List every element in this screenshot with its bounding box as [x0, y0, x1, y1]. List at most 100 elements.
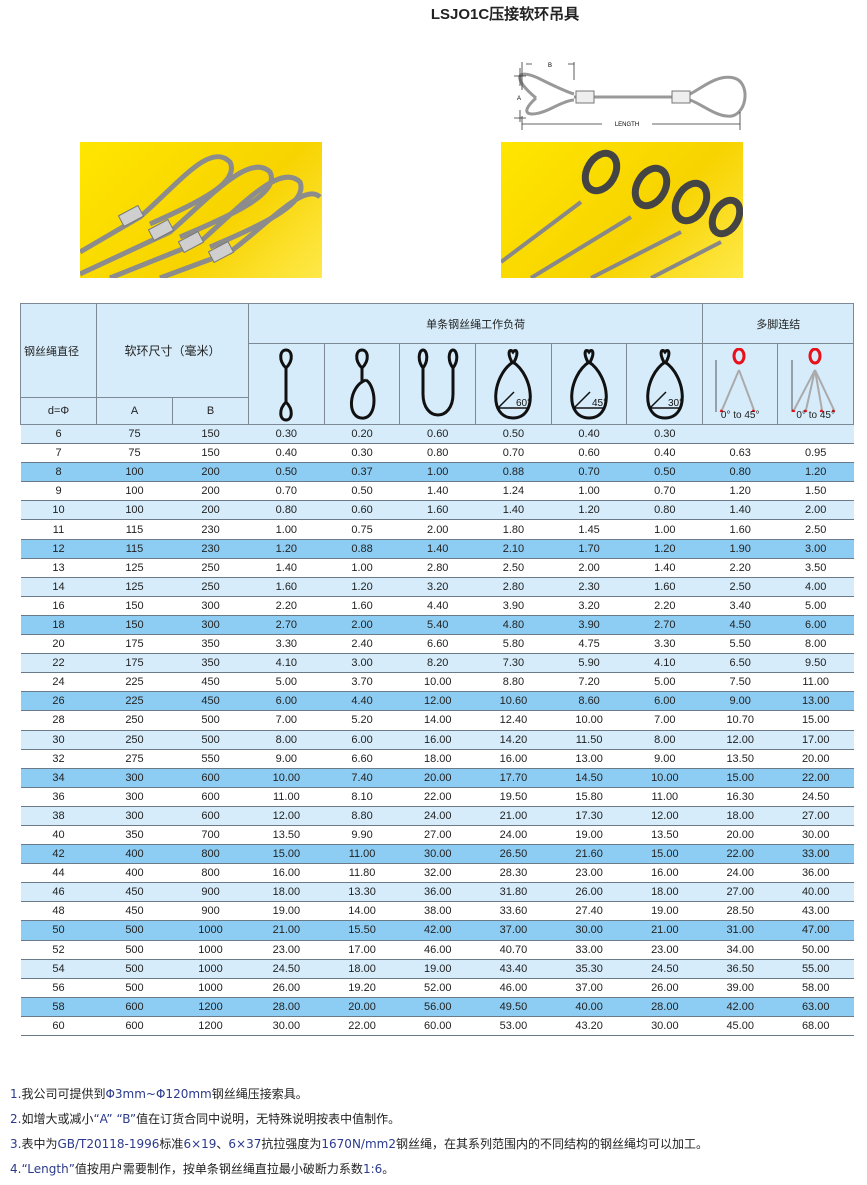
table-cell: 3.90 [551, 614, 627, 636]
table-cell: 12.00 [626, 805, 703, 826]
note-text: 1:6 [362, 1162, 383, 1176]
table-cell: 3.20 [399, 576, 476, 597]
table-cell: 8.00 [248, 729, 325, 750]
table-cell: 5.90 [551, 653, 627, 674]
table-cell: 1.20 [551, 500, 627, 521]
table-cell: 2.20 [626, 595, 703, 616]
table-cell: 4.40 [324, 691, 400, 712]
table-cell: 1000 [172, 939, 249, 960]
table-cell: 6.00 [777, 614, 854, 636]
table-cell: 1.40 [399, 481, 476, 502]
table-cell: 22 [20, 653, 97, 674]
table-cell: 23.00 [626, 939, 703, 960]
table-cell: 19.00 [248, 901, 325, 922]
table-cell: 900 [172, 882, 249, 903]
table-cell: 1.24 [475, 481, 552, 502]
table-cell: 0.75 [324, 519, 400, 540]
note-line: 3.表中为GB/T20118-1996标准6×19、6×37抗拉强度为1670N… [10, 1132, 708, 1157]
table-cell: 1.80 [475, 519, 552, 540]
table-cell: 5.00 [626, 672, 703, 693]
table-cell: 600 [172, 767, 249, 788]
table-cell: 10.60 [475, 691, 552, 712]
table-cell: 30.00 [626, 1015, 703, 1037]
table-cell: 26.00 [626, 977, 703, 998]
table-cell: 60.00 [399, 1015, 476, 1037]
svg-text:30°: 30° [668, 398, 683, 409]
table-cell: 13.50 [626, 824, 703, 846]
note-text: 2. [10, 1112, 22, 1126]
table-cell: 38 [20, 805, 97, 826]
label-length: LENGTH [615, 122, 639, 128]
table-row: 6 75 150 0.30 0.20 0.60 0.50 0.40 0.30 [20, 423, 854, 445]
table-cell: 11.00 [626, 786, 703, 807]
table-cell: 33.00 [777, 844, 854, 865]
table-cell: 21.00 [248, 920, 325, 941]
table-row: 30 250 500 8.00 6.00 16.00 14.20 11.50 8.00 12.00… [20, 729, 854, 750]
table-cell: 40 [20, 824, 97, 846]
table-cell: 22.00 [324, 1015, 400, 1037]
table-cell: 7.40 [324, 767, 400, 788]
note-text: 1. [10, 1087, 22, 1101]
table-cell: 10.00 [248, 767, 325, 788]
table-cell: 0.50 [248, 462, 325, 483]
table-cell: 1.70 [551, 538, 627, 559]
table-cell: 13.50 [248, 824, 325, 846]
table-cell: 24.00 [475, 824, 552, 846]
note-text: 6×19 [183, 1137, 217, 1151]
table-cell: 75 [96, 443, 173, 464]
table-cell: 6.00 [324, 729, 400, 750]
table-cell: 10.00 [551, 710, 627, 731]
table-cell: 10.70 [702, 710, 778, 731]
table-cell: 1000 [172, 920, 249, 941]
table-cell: 7.50 [702, 672, 778, 693]
table-cell: 225 [96, 691, 173, 712]
table-cell: 1.20 [702, 481, 778, 502]
table-cell: 1.40 [475, 500, 552, 521]
table-cell: 12 [20, 538, 97, 559]
table-cell: 1.50 [777, 481, 854, 502]
table-cell: 40.70 [475, 939, 552, 960]
table-cell: 2.80 [399, 557, 476, 578]
table-cell: 32 [20, 748, 97, 769]
table-cell: 115 [96, 538, 173, 559]
table-cell: 500 [96, 920, 173, 941]
table-cell: 8.10 [324, 786, 400, 807]
table-cell [777, 423, 854, 445]
table-cell: 13.00 [777, 691, 854, 712]
table-cell: 0.50 [626, 462, 703, 483]
table-cell: 9 [20, 481, 97, 502]
table-cell: 28.00 [626, 996, 703, 1017]
table-cell: 0.30 [626, 423, 703, 445]
table-cell: 23.00 [248, 939, 325, 960]
table-cell: 26.00 [248, 977, 325, 998]
table-cell: 75 [96, 423, 173, 445]
table-row: 50 500 1000 21.00 15.50 42.00 37.00 30.00 21.00 3… [20, 920, 854, 941]
table-row: 24 225 450 5.00 3.70 10.00 8.80 7.20 5.00 7.50 11.… [20, 672, 854, 693]
table-cell: 125 [96, 557, 173, 578]
note-text: 钢丝绳压接索具。 [211, 1087, 308, 1101]
table-cell: 42.00 [399, 920, 476, 941]
table-row: 16 150 300 2.20 1.60 4.40 3.90 3.20 2.20 3.40 5.00 [20, 595, 854, 616]
table-cell: 600 [172, 786, 249, 807]
table-cell: 50.00 [777, 939, 854, 960]
table-cell: 8 [20, 462, 97, 483]
table-cell: 0.60 [324, 500, 400, 521]
table-cell: 14 [20, 576, 97, 597]
table-cell: 275 [96, 748, 173, 769]
table-cell: 8.80 [475, 672, 552, 693]
table-cell: 14.00 [324, 901, 400, 922]
table-cell: 0.37 [324, 462, 400, 483]
table-row: 20 175 350 3.30 2.40 6.60 5.80 4.75 3.30 5.50 8.00 [20, 634, 854, 655]
table-cell: 34 [20, 767, 97, 788]
table-row: 48 450 900 19.00 14.00 38.00 33.60 27.40 19.00 28… [20, 901, 854, 922]
table-cell: 0.88 [324, 538, 400, 559]
note-text: “A” “B” [93, 1112, 137, 1126]
table-cell: 18.00 [248, 882, 325, 903]
table-cell: 1.60 [324, 595, 400, 616]
table-cell: 1.20 [248, 538, 325, 559]
table-cell: 27.00 [399, 824, 476, 846]
table-cell: 1.40 [248, 557, 325, 578]
table-cell: 600 [96, 996, 173, 1017]
table-row: 9 100 200 0.70 0.50 1.40 1.24 1.00 0.70 1.20 1.50 [20, 481, 854, 502]
table-cell: 125 [96, 576, 173, 597]
